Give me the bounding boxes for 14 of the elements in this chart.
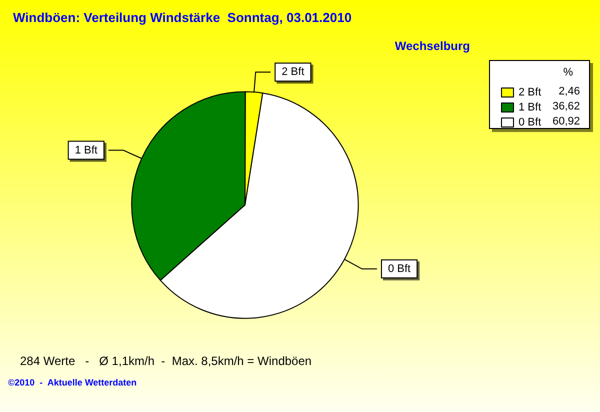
legend-label: 2 Bft <box>518 86 542 98</box>
chart-title: Windböen: Verteilung Windstärke Sonntag, 03.01.2010 <box>13 10 352 25</box>
legend-label: 0 Bft <box>518 116 542 128</box>
data-label: 36,62 <box>552 100 580 112</box>
text: 284 Werte - Ø 1,1km/h - Max. 8,5km/h = Windböen <box>20 354 312 368</box>
data-label: 60,92 <box>552 116 580 128</box>
chart-subtitle: Wechselburg <box>394 39 470 53</box>
slice-label: 2 Bft <box>282 66 304 78</box>
slice-label: 1 Bft <box>74 144 98 156</box>
data-label: 2,46 <box>558 86 580 98</box>
legend-label: 1 Bft <box>518 102 542 114</box>
text: ©2010 - Aktuelle Wetterdaten <box>8 378 137 388</box>
slice-label: 0 Bft <box>388 262 411 275</box>
legend-title: % <box>563 66 574 78</box>
